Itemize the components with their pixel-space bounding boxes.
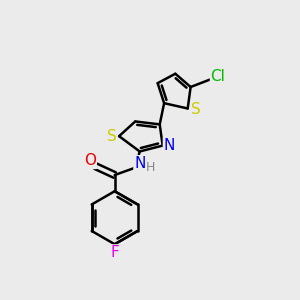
Text: N: N: [164, 138, 175, 153]
Text: N: N: [134, 156, 146, 171]
Text: O: O: [84, 153, 96, 168]
Text: H: H: [146, 161, 155, 174]
Text: S: S: [107, 129, 117, 144]
Text: S: S: [191, 103, 201, 118]
Text: Cl: Cl: [211, 69, 226, 84]
Text: F: F: [110, 245, 119, 260]
